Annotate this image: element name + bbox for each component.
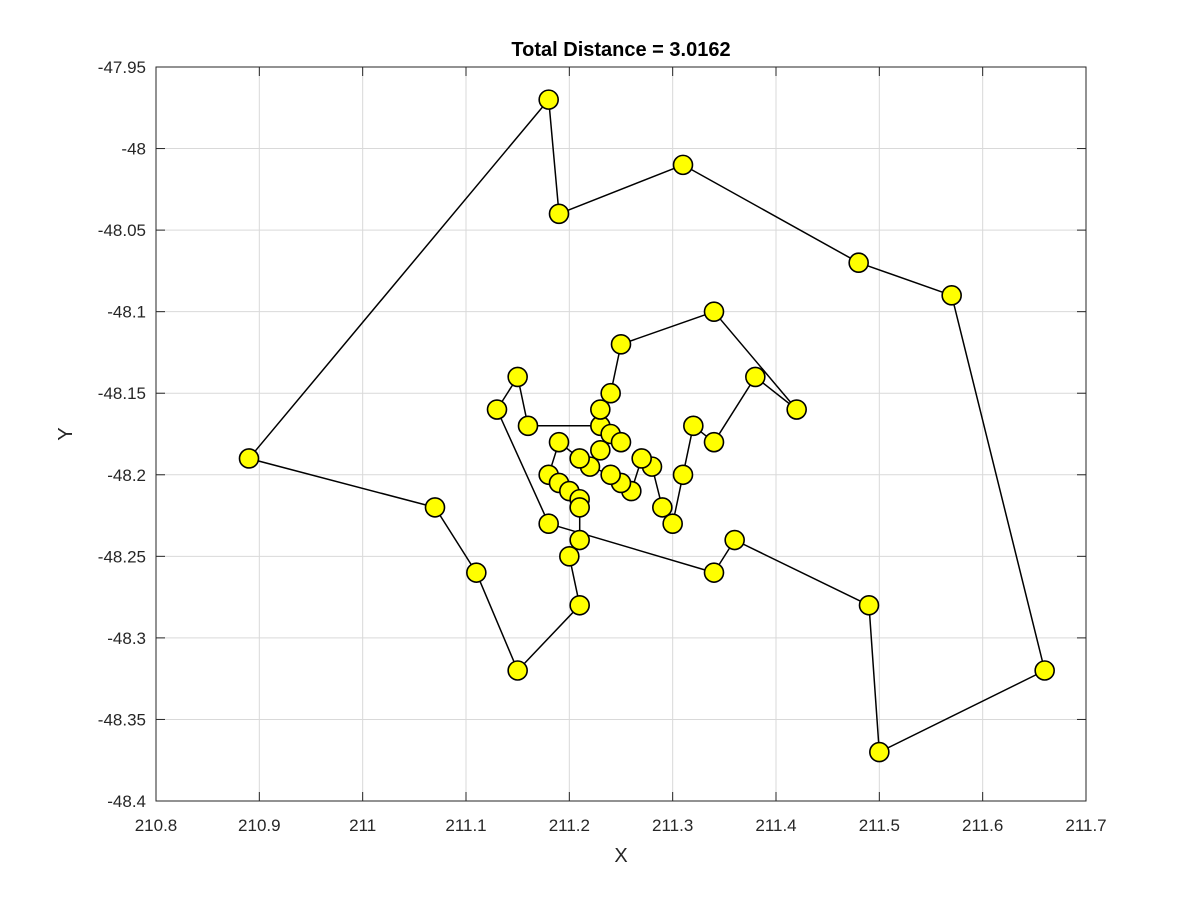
route-points [238, 89, 1055, 763]
axes-box [155, 66, 1087, 802]
route-point [538, 89, 559, 110]
x-tick-label: 211.5 [859, 816, 900, 835]
route-point [424, 497, 446, 518]
route-point [858, 594, 880, 616]
route-point [517, 415, 539, 437]
y-tick-label: -48.25 [98, 547, 146, 566]
route-point [1034, 660, 1055, 681]
route-point [745, 366, 766, 388]
y-tick-label: -48.15 [98, 384, 146, 403]
ticks: 210.8 210.9 211 211.1 211.2 211.3 211.4 211.5 21… [98, 58, 1107, 835]
route-point [569, 594, 590, 616]
x-tick-label: 211.3 [652, 816, 693, 835]
x-tick-label: 210.8 [135, 816, 178, 835]
x-tick-label: 211.2 [549, 816, 590, 835]
x-tick-label: 211.6 [962, 816, 1003, 835]
route-point [703, 562, 725, 583]
route-point [662, 513, 683, 535]
route-point [238, 448, 260, 469]
route-point [548, 431, 570, 453]
route-point [569, 529, 590, 551]
route-point [703, 431, 725, 453]
x-tick-label: 211 [349, 816, 376, 835]
y-tick-label: -48 [121, 140, 146, 159]
route-point [600, 464, 621, 486]
route-point [610, 333, 632, 355]
route-point [786, 399, 807, 420]
route-point [569, 497, 590, 518]
route-point [724, 529, 745, 551]
route-point [703, 301, 725, 322]
route-point [869, 741, 890, 763]
x-tick-label: 211.7 [1065, 816, 1106, 835]
route-point [590, 440, 611, 461]
route-point [652, 497, 673, 518]
y-tick-label: -47.95 [98, 58, 146, 77]
route-point [590, 399, 611, 420]
x-tick-label: 210.9 [238, 816, 281, 835]
chart-title: Total Distance = 3.0162 [511, 39, 730, 61]
route-point [569, 448, 590, 469]
route-point [507, 366, 528, 388]
route-point [672, 154, 694, 176]
route-line [248, 99, 1046, 753]
route-point [466, 562, 487, 583]
x-tick-label: 211.4 [755, 816, 796, 835]
route-point [538, 513, 559, 535]
route-point [672, 464, 694, 486]
y-tick-label: -48.2 [107, 466, 146, 485]
route-point [600, 382, 621, 404]
route-point [548, 203, 570, 225]
route-point [631, 448, 652, 469]
route-point [507, 660, 528, 681]
route-point [486, 399, 508, 420]
route-point [610, 431, 632, 453]
route-point [848, 252, 869, 274]
y-tick-label: -48.05 [98, 221, 146, 240]
route-point [941, 285, 962, 306]
x-axis-label: X [614, 845, 627, 867]
y-tick-label: -48.4 [107, 792, 146, 811]
x-tick-label: 211.1 [445, 816, 486, 835]
route-point [683, 415, 704, 437]
route-point [559, 546, 580, 567]
y-tick-label: -48.35 [98, 710, 146, 729]
y-axis-label: Y [55, 427, 77, 440]
route-path [248, 99, 1046, 753]
y-tick-label: -48.1 [107, 303, 146, 322]
y-tick-label: -48.3 [107, 629, 146, 648]
